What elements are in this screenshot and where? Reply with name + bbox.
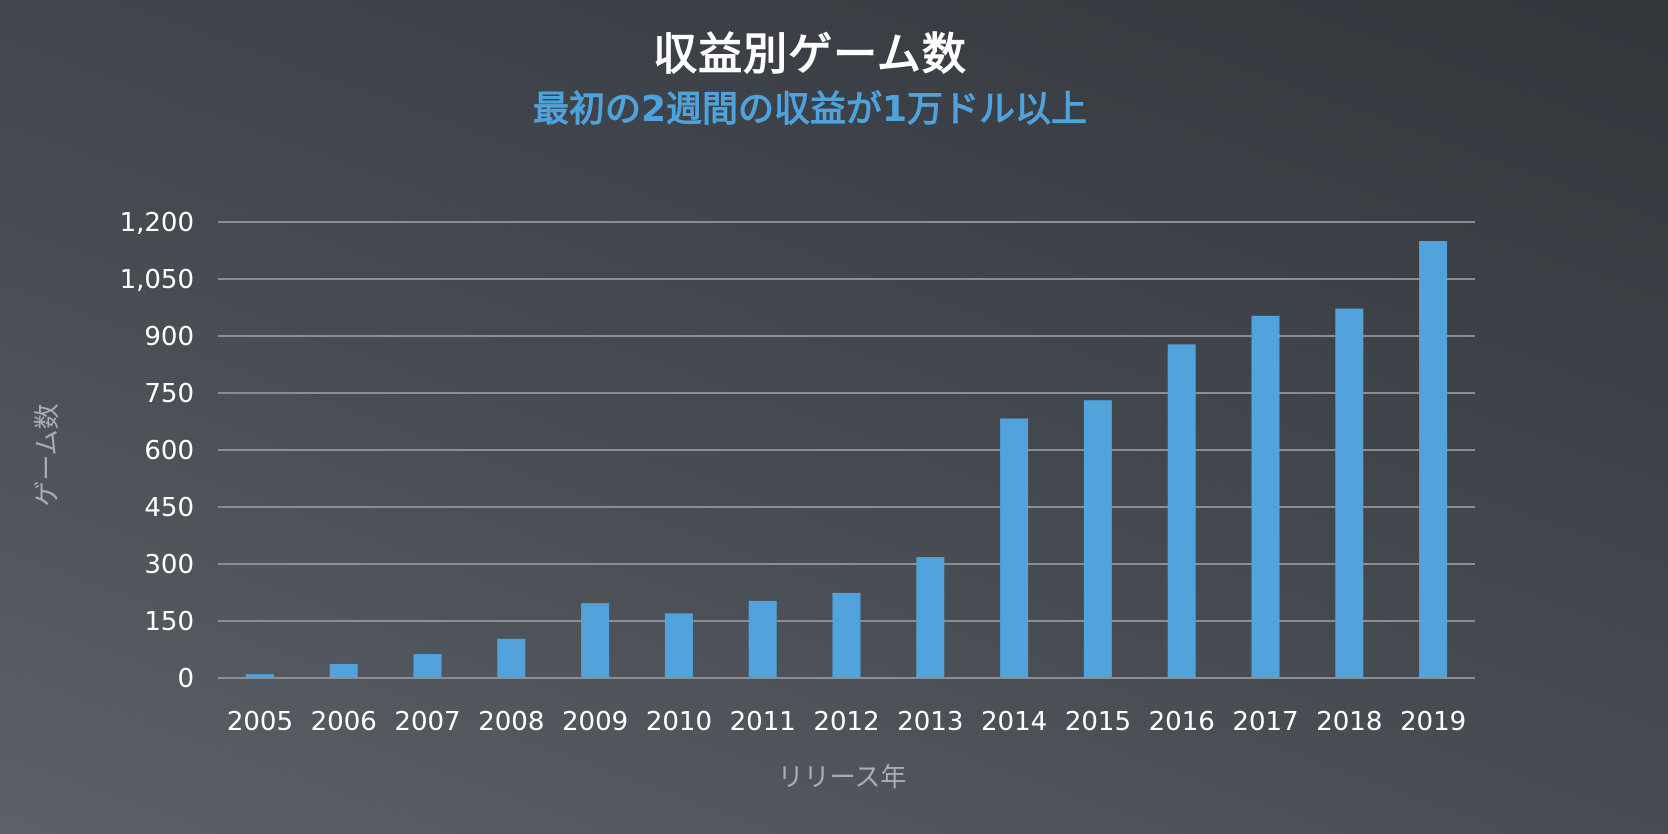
x-tick-label: 2017 (1232, 707, 1298, 737)
y-tick-label: 1,050 (120, 265, 194, 295)
x-tick-label: 2011 (730, 707, 796, 737)
bar-2005 (245, 674, 274, 678)
bar-2006 (329, 663, 358, 678)
y-tick-label: 150 (144, 607, 194, 637)
bar-2007 (413, 654, 442, 678)
x-tick-label: 2005 (227, 707, 293, 737)
bar-2019 (1419, 241, 1448, 678)
x-tick-label: 2010 (646, 707, 712, 737)
bar-2011 (748, 600, 777, 678)
x-tick-label: 2016 (1149, 707, 1215, 737)
bar-2012 (832, 592, 861, 678)
bar-2009 (581, 603, 610, 678)
bar-2013 (916, 557, 945, 678)
bar-2010 (664, 613, 693, 678)
y-tick-label: 600 (144, 436, 194, 466)
chart-title: 収益別ゲーム数 (653, 29, 967, 80)
x-tick-label: 2006 (311, 707, 377, 737)
bars (245, 241, 1448, 678)
x-tick-label: 2019 (1400, 707, 1466, 737)
x-tick-label: 2013 (897, 707, 963, 737)
x-tick-label: 2012 (813, 707, 879, 737)
chart-subtitle: 最初の2週間の収益が1万ドル以上 (532, 89, 1088, 130)
bar-2018 (1335, 308, 1364, 678)
x-tick-label: 2014 (981, 707, 1047, 737)
bar-2015 (1083, 400, 1112, 678)
y-axis-ticks: 0 150 300 450 600 750 900 1,050 1,200 (120, 208, 194, 694)
x-tick-label: 2015 (1065, 707, 1131, 737)
x-tick-label: 2008 (478, 707, 544, 737)
y-axis-title: ゲーム数 (33, 403, 63, 506)
bar-2008 (497, 638, 526, 678)
bar-2016 (1167, 344, 1196, 678)
y-tick-label: 450 (144, 493, 194, 523)
x-axis-ticks: 2005 2006 2007 2008 2009 2010 2011 2012 2013 2014… (227, 707, 1466, 737)
y-tick-label: 1,200 (120, 208, 194, 238)
y-tick-label: 0 (177, 664, 194, 694)
bar-2014 (1000, 418, 1029, 678)
bar-2017 (1251, 315, 1280, 678)
x-tick-label: 2009 (562, 707, 628, 737)
y-tick-label: 750 (144, 379, 194, 409)
y-tick-label: 300 (144, 550, 194, 580)
x-axis-title: リリース年 (778, 763, 907, 793)
x-tick-label: 2018 (1316, 707, 1382, 737)
y-tick-label: 900 (144, 322, 194, 352)
x-tick-label: 2007 (394, 707, 460, 737)
